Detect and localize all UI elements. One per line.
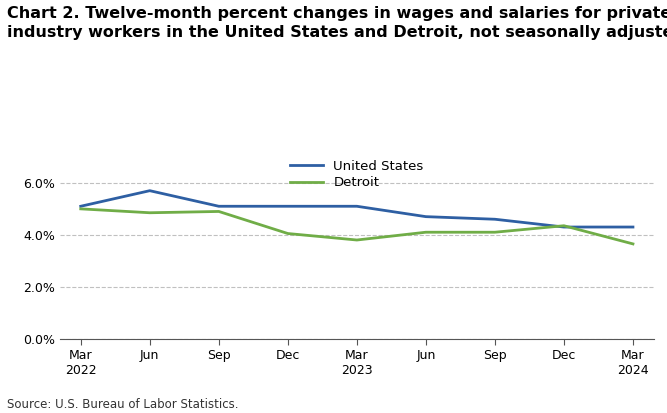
Detroit [353,237,361,242]
Detroit [560,223,568,228]
United States [77,204,85,209]
United States [353,204,361,209]
Line: Detroit: Detroit [81,209,633,244]
Detroit [491,230,499,235]
Detroit [146,210,154,215]
United States [629,225,637,230]
Text: Source: U.S. Bureau of Labor Statistics.: Source: U.S. Bureau of Labor Statistics. [7,398,238,411]
United States [284,204,292,209]
Line: United States: United States [81,191,633,227]
United States [146,188,154,193]
United States [560,225,568,230]
Detroit [422,230,430,235]
United States [491,217,499,222]
Legend: United States, Detroit: United States, Detroit [290,160,424,189]
Detroit [77,206,85,211]
Detroit [215,209,223,214]
United States [215,204,223,209]
Text: Chart 2. Twelve-month percent changes in wages and salaries for private
industry: Chart 2. Twelve-month percent changes in… [7,6,667,40]
Detroit [629,242,637,247]
Detroit [284,231,292,236]
United States [422,214,430,219]
